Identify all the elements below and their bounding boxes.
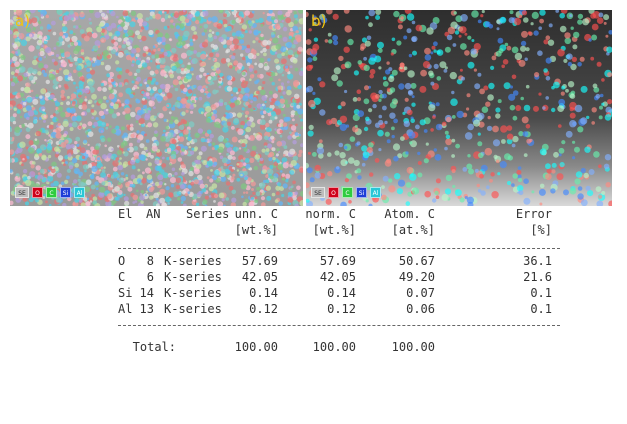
- table-units-row: [wt.%] [wt.%] [at.%] [%]: [118, 223, 568, 239]
- table-row: O 8 K-series 57.69 57.69 50.67 36.1: [118, 254, 568, 270]
- legend-chip-si: Si: [356, 187, 367, 198]
- cell-atom-c: 50.67: [398, 254, 435, 268]
- cell-el: C: [118, 270, 126, 284]
- cell-atom-c: 49.20: [398, 270, 435, 284]
- header-series: Series: [186, 207, 230, 221]
- cell-atom-c: 0.07: [406, 286, 435, 300]
- cell-unn-c: 42.05: [241, 270, 278, 284]
- unit-error: [%]: [530, 223, 552, 237]
- cell-error: 0.1: [530, 302, 552, 316]
- element-legend-a: SE O C Si Al: [15, 187, 85, 198]
- cell-error: 36.1: [523, 254, 552, 268]
- header-error: Error: [515, 207, 552, 221]
- cell-series: K-series: [164, 286, 222, 300]
- table-row: C 6 K-series 42.05 42.05 49.20 21.6: [118, 270, 568, 286]
- cell-an: 14: [139, 286, 154, 300]
- cell-norm-c: 57.69: [319, 254, 356, 268]
- cell-atom-c: 0.06: [406, 302, 435, 316]
- cell-el: Al: [118, 302, 133, 316]
- panel-label-b: b): [311, 12, 327, 30]
- legend-chip-se: SE: [311, 187, 325, 198]
- unit-unn-c: [wt.%]: [234, 223, 278, 237]
- cell-norm-c: 0.14: [327, 286, 356, 300]
- header-an: AN: [146, 207, 161, 221]
- legend-chip-c: C: [342, 187, 353, 198]
- header-el: El: [118, 207, 133, 221]
- legend-chip-se: SE: [15, 187, 29, 198]
- table-spacer-bottom: [118, 318, 568, 332]
- unit-norm-c: [wt.%]: [312, 223, 356, 237]
- legend-chip-c: C: [46, 187, 57, 198]
- cell-an: 13: [139, 302, 154, 316]
- cell-el: O: [118, 254, 126, 268]
- element-legend-b: SE O C Si Al: [311, 187, 381, 198]
- header-atom-c: Atom. C: [384, 207, 435, 221]
- cell-unn-c: 0.12: [249, 302, 278, 316]
- cell-error: 21.6: [523, 270, 552, 284]
- cell-error: 0.1: [530, 286, 552, 300]
- table-body: O 8 K-series 57.69 57.69 50.67 36.1 C 6 K-series 4…: [118, 254, 568, 318]
- legend-chip-si: Si: [60, 187, 71, 198]
- table-divider-bottom: [118, 325, 560, 326]
- cell-unn-c: 57.69: [241, 254, 278, 268]
- legend-chip-al: Al: [370, 187, 381, 198]
- panel-label-a: a): [15, 12, 31, 30]
- cell-series: K-series: [164, 270, 222, 284]
- edx-map-panel-b: b) SE O C Si Al: [306, 10, 612, 206]
- edx-quantification-table: El AN Series unn. C norm. C Atom. C Erro…: [118, 207, 568, 356]
- unit-atom-c: [at.%]: [391, 223, 435, 237]
- table-total-row: Total: 100.00 100.00 100.00: [118, 340, 568, 356]
- legend-chip-o: O: [32, 187, 43, 198]
- cell-an: 6: [146, 270, 154, 284]
- table-spacer: [118, 239, 568, 254]
- table-header-row: El AN Series unn. C norm. C Atom. C Erro…: [118, 207, 568, 223]
- table-row: Al 13 K-series 0.12 0.12 0.06 0.1: [118, 302, 568, 318]
- cell-norm-c: 42.05: [319, 270, 356, 284]
- cell-norm-c: 0.12: [327, 302, 356, 316]
- total-label: Total:: [132, 340, 176, 354]
- legend-chip-o: O: [328, 187, 339, 198]
- table-divider-top: [118, 248, 560, 249]
- edx-map-image-b: [306, 10, 612, 206]
- edx-map-panel-a: a) SE O C Si Al: [10, 10, 303, 206]
- total-atom-c: 100.00: [391, 340, 435, 354]
- cell-unn-c: 0.14: [249, 286, 278, 300]
- header-norm-c: norm. C: [305, 207, 356, 221]
- cell-an: 8: [146, 254, 154, 268]
- total-unn-c: 100.00: [234, 340, 278, 354]
- edx-map-image-a: [10, 10, 303, 206]
- cell-el: Si: [118, 286, 133, 300]
- total-norm-c: 100.00: [312, 340, 356, 354]
- legend-chip-al: Al: [74, 187, 85, 198]
- cell-series: K-series: [164, 254, 222, 268]
- header-unn-c: unn. C: [234, 207, 278, 221]
- table-row: Si 14 K-series 0.14 0.14 0.07 0.1: [118, 286, 568, 302]
- cell-series: K-series: [164, 302, 222, 316]
